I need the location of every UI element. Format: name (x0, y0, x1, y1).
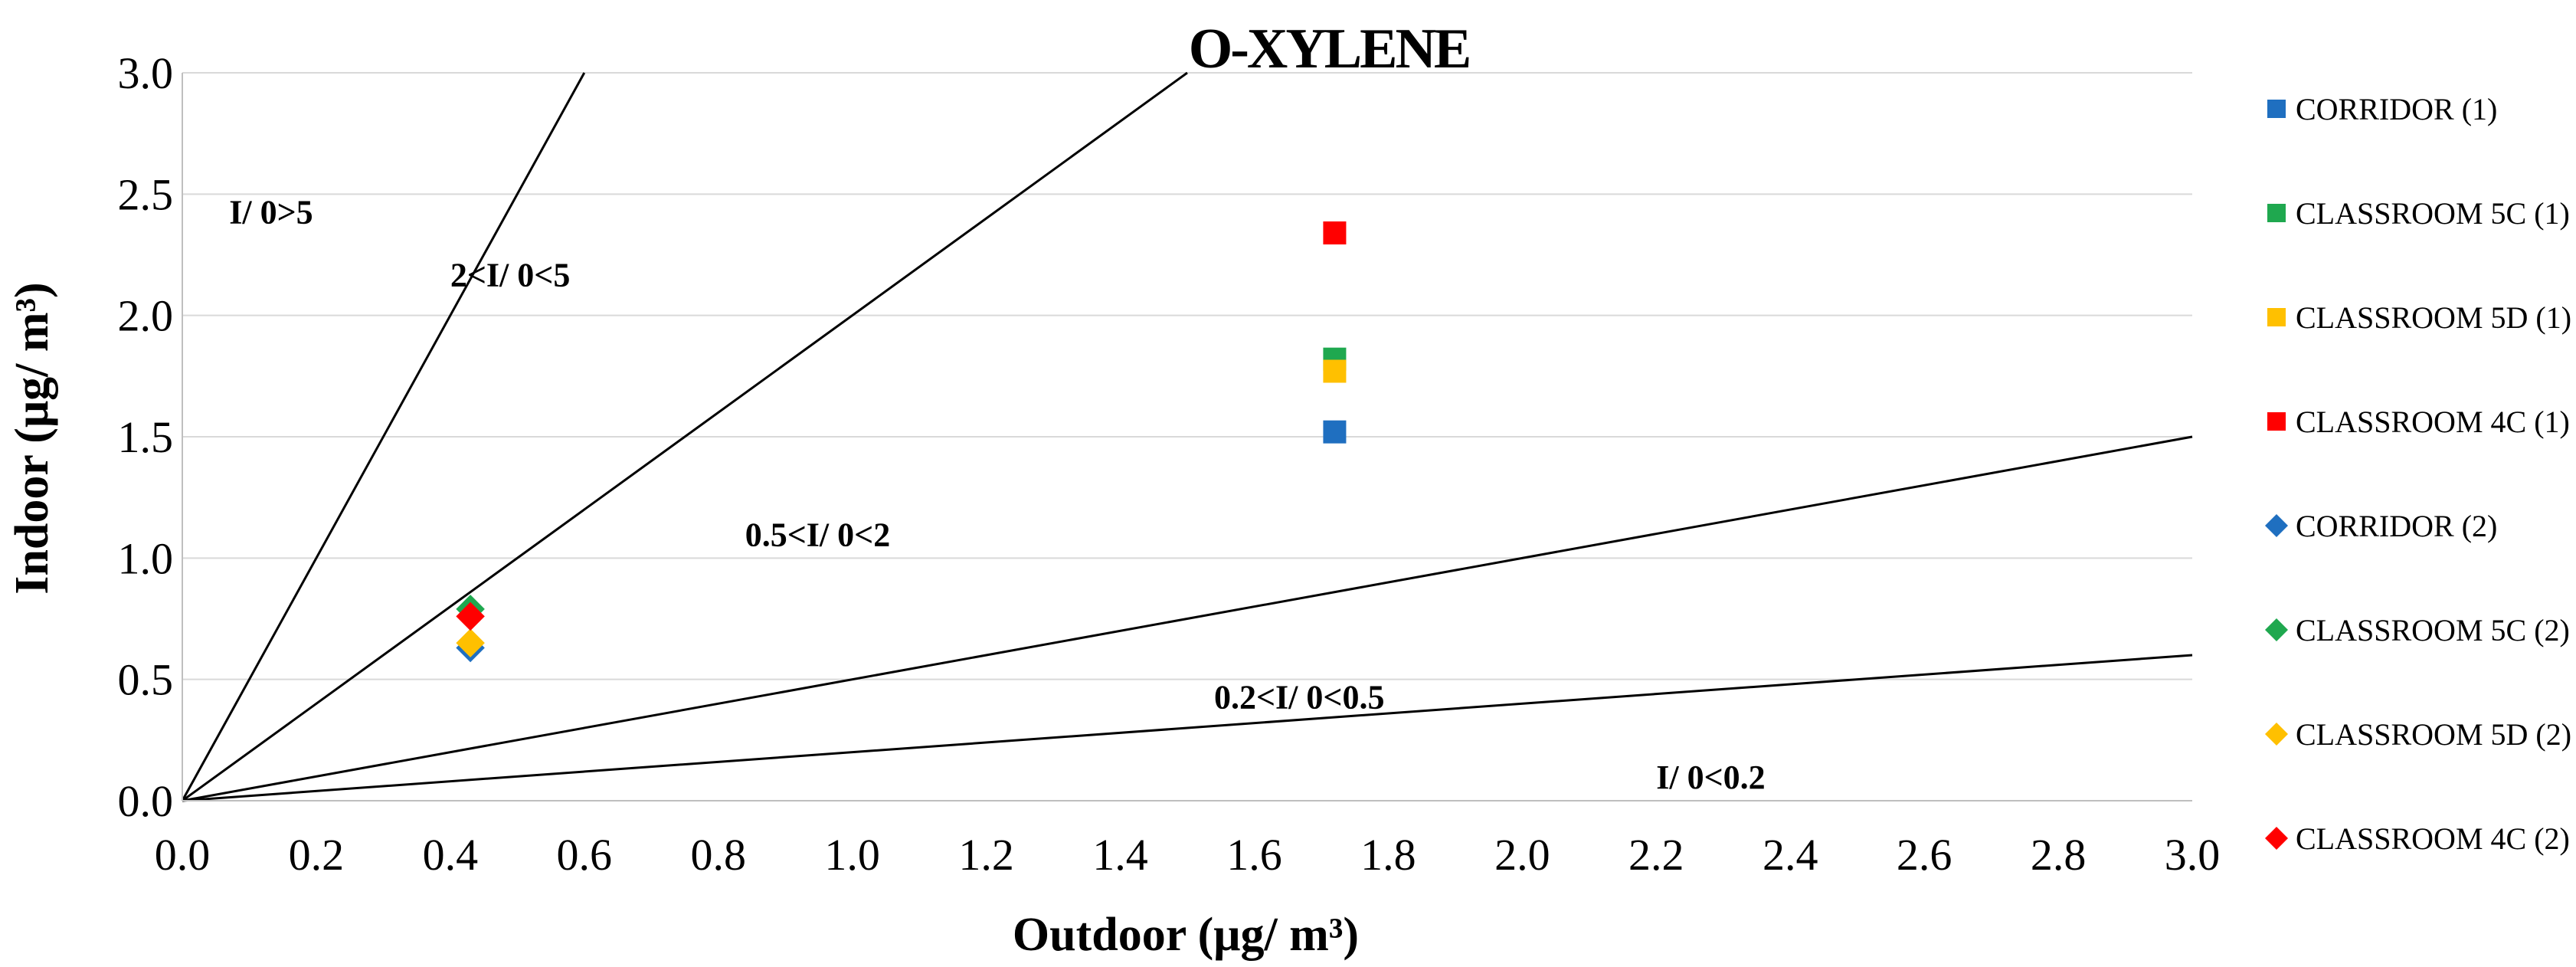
y-tick-label: 2.5 (118, 169, 174, 219)
legend-label: CLASSROOM 5C (1) (2296, 196, 2570, 231)
ratio-line-ratio-2 (182, 71, 1188, 802)
x-tick-label: 1.0 (824, 830, 880, 880)
region-label: 2<I/ 0<5 (450, 257, 571, 294)
region-label: 0.5<I/ 0<2 (745, 516, 891, 554)
legend-label: CLASSROOM 5D (2) (2296, 717, 2571, 752)
y-tick-label: 3.0 (118, 48, 174, 98)
x-tick-label: 2.4 (1763, 830, 1818, 880)
x-axis-title: Outdoor (μg/ m³) (1013, 909, 1359, 961)
x-tick-label: 0.2 (289, 830, 345, 880)
x-tick-label: 2.0 (1494, 830, 1550, 880)
x-tick-label: 0.4 (423, 830, 479, 880)
x-tick-label: 2.8 (2031, 830, 2087, 880)
x-tick-label: 0.8 (690, 830, 746, 880)
region-labels: I/ 0>5 2<I/ 0<5 0.5<I/ 0<2 0.2<I/ 0<0.5 I/ 0… (229, 193, 1765, 796)
data-point-corridor-1 (1323, 420, 1347, 444)
region-label: I/ 0>5 (229, 193, 313, 231)
ratio-line-ratio-0.2 (182, 654, 2193, 802)
legend-marker (2267, 100, 2286, 118)
chart-title: O-XYLENE (1189, 18, 1470, 80)
data-point-classroom-5d-2 (456, 628, 485, 657)
y-tick-label: 1.5 (118, 412, 174, 462)
x-tick-label: 2.2 (1628, 830, 1684, 880)
legend-label: CLASSROOM 4C (2) (2296, 821, 2570, 856)
y-tick-label: 0.5 (118, 655, 174, 705)
legend-marker (2265, 514, 2288, 537)
legend-label: CLASSROOM 5D (1) (2296, 300, 2571, 335)
ratio-line-ratio-5 (181, 72, 586, 801)
x-tick-label: 1.6 (1226, 830, 1282, 880)
region-label: I/ 0<0.2 (1656, 759, 1765, 796)
legend-label: CORRIDOR (2) (2296, 509, 2497, 543)
x-tick-label: 1.2 (958, 830, 1014, 880)
x-tick-label: 2.6 (1897, 830, 1952, 880)
legend-label: CLASSROOM 5C (2) (2296, 613, 2570, 647)
legend-marker (2267, 204, 2286, 222)
legend: CORRIDOR (1) CLASSROOM 5C (1) CLASSROOM 5D… (2265, 92, 2571, 856)
x-tick-label: 1.4 (1092, 830, 1148, 880)
legend-marker (2265, 723, 2288, 746)
data-point-classroom-5d-1 (1323, 359, 1347, 383)
region-label: 0.2<I/ 0<0.5 (1214, 679, 1385, 716)
y-axis-title: Indoor (μg/ m³) (6, 282, 58, 594)
legend-label: CORRIDOR (1) (2296, 92, 2497, 126)
x-tick-label: 1.8 (1360, 830, 1416, 880)
legend-marker (2265, 618, 2288, 641)
y-tick-label: 1.0 (118, 533, 174, 583)
legend-marker (2267, 308, 2286, 326)
legend-label: CLASSROOM 4C (1) (2296, 405, 2570, 439)
ratio-lines (181, 71, 2193, 802)
data-points (456, 221, 1347, 663)
gridlines (182, 72, 2192, 680)
ratio-line-ratio-0.5 (182, 435, 2193, 802)
legend-marker (2267, 412, 2286, 431)
y-tick-label: 0.0 (118, 776, 174, 826)
data-point-classroom-4c-2 (456, 602, 485, 631)
x-tick-label: 3.0 (2165, 830, 2221, 880)
axes (182, 73, 2192, 801)
legend-marker (2265, 827, 2288, 850)
data-point-classroom-4c-1 (1323, 221, 1347, 244)
x-tick-label: 0.6 (557, 830, 613, 880)
y-tick-label: 2.0 (118, 291, 174, 341)
tick-labels: 0.0 0.2 0.4 0.6 0.8 1.0 1.2 1.4 1.6 1.8 2.0 2.2 2.4 2… (118, 48, 2221, 880)
x-tick-label: 0.0 (155, 830, 211, 880)
